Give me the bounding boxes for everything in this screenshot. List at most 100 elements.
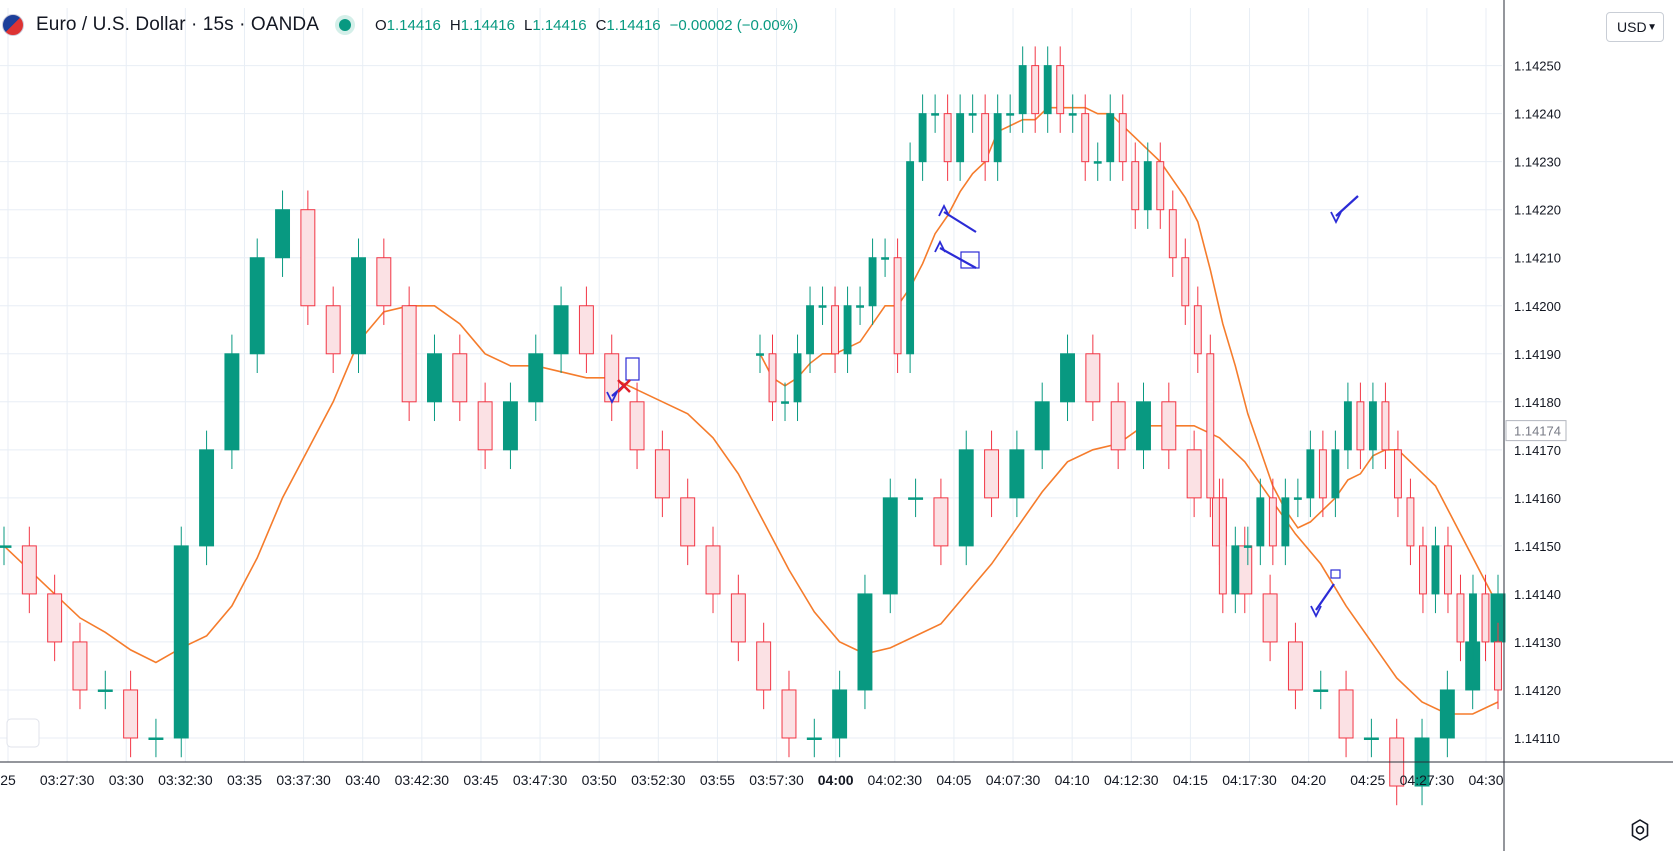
candle-up [818,305,827,308]
candle-down [452,353,468,403]
candle-down [629,401,645,451]
symbol-title[interactable]: Euro / U.S. Dollar · 15s · OANDA [36,14,319,35]
candle-up [1313,689,1329,692]
candle-up [249,257,265,355]
open-value: O1.14416 [375,16,441,34]
candle-up [1009,449,1025,499]
time-tick-label: 04:10 [1055,772,1090,788]
candle-up [806,305,814,355]
candle-up [868,257,877,307]
time-tick-label: 03:40 [345,772,380,788]
price-tick-label: 1.14160 [1514,491,1561,506]
candle-up [843,305,852,355]
candle-up [1439,689,1455,739]
candle-down [1481,593,1490,643]
price-tick-label: 1.14230 [1514,155,1561,170]
candle-up [1136,401,1151,451]
candle-up [0,545,12,548]
close-value: C1.14416 [595,16,661,34]
candle-up [781,401,789,404]
arrow-head-icon [934,239,946,253]
marker-box [960,251,980,269]
high-value: H1.14416 [449,16,515,34]
candle-down [1161,401,1177,451]
candle-down [893,257,902,355]
candle-up [832,689,848,739]
candle-up [1363,737,1379,740]
candle-up [793,353,802,403]
candle-down [1444,545,1452,595]
time-tick-label: 03:30 [109,772,144,788]
candle-up [224,353,240,451]
arrow-head-icon [1330,211,1342,225]
market-status-dot-icon[interactable] [339,19,351,31]
down-arrow-icon [1335,195,1359,217]
time-tick-label: 03:42:30 [395,772,450,788]
overlay-panel [6,718,40,748]
candle-down [1262,593,1278,643]
candle-up [958,449,974,547]
marker-box [625,357,640,381]
candle-down [477,401,493,451]
candle-up [1368,401,1377,451]
candle-down [1268,497,1277,547]
time-tick-label: 04:20 [1291,772,1326,788]
time-tick-label: 04:12:30 [1104,772,1159,788]
candle-up [1060,353,1075,403]
time-tick-label: 04:25 [1350,772,1385,788]
ohlc-values: O1.14416 H1.14416 L1.14416 C1.14416 −0.0… [375,17,798,34]
candle-up [427,353,442,403]
time-tick-label: 04:30 [1468,772,1503,788]
candle-down [1456,593,1465,643]
candle-up [906,161,915,355]
candle-up [275,209,291,259]
candle-up [1281,497,1290,547]
candle-down [943,113,952,163]
marker-box [1330,569,1341,579]
candle-down [1206,353,1215,499]
candle-up [931,113,940,116]
symbol-header: Euro / U.S. Dollar · 15s · OANDA O1.1441… [0,0,1600,50]
candle-down [1193,305,1202,355]
up-arrow-icon [939,247,977,269]
price-tick-label: 1.14140 [1514,587,1561,602]
price-tick-label: 1.14180 [1514,395,1561,410]
candle-down [1181,257,1190,307]
time-tick-label: 03:45 [463,772,498,788]
chart-settings-gear-icon[interactable] [1628,818,1652,842]
eur-usd-flag-icon [2,14,24,36]
candle-up [756,353,764,356]
low-value: L1.14416 [523,16,587,34]
currency-button[interactable]: USD ▼ [1606,12,1664,42]
cross-marker-icon [617,379,631,393]
candle-up [918,113,927,163]
candle-down [933,497,949,547]
candle-up [1034,401,1050,451]
candle-down [1168,209,1177,259]
candle-up [97,689,113,692]
candle-up [502,401,518,451]
candle-up [908,497,924,500]
arrow-head-icon [606,391,618,405]
candle-down [1237,545,1253,595]
candle-down [654,449,670,499]
time-axis[interactable]: 25 03:27:30 03:30 03:32:30 03:35 03:37:30 03:4… [0,761,1673,788]
price-tick-label: 1.14240 [1514,107,1561,122]
candle-down [1131,161,1140,211]
candle-up [1343,401,1352,451]
candle-down [1156,161,1165,211]
down-arrow-icon [1315,583,1335,611]
price-axis[interactable]: 1.14250 1.14240 1.14230 1.14220 1.14210 1.142… [1503,0,1567,851]
time-tick-label: 25 [0,772,16,788]
candle-down [1186,449,1202,499]
change-value: −0.00002 (−0.00%) [669,16,799,34]
candle-up [882,497,898,595]
price-tick-label: 1.14120 [1514,683,1561,698]
candle-up [1243,545,1252,548]
candle-up [553,305,569,355]
candle-down [1081,113,1090,163]
time-tick-label: 03:35 [227,772,262,788]
candle-down [768,353,777,403]
candle-up [1256,497,1265,547]
